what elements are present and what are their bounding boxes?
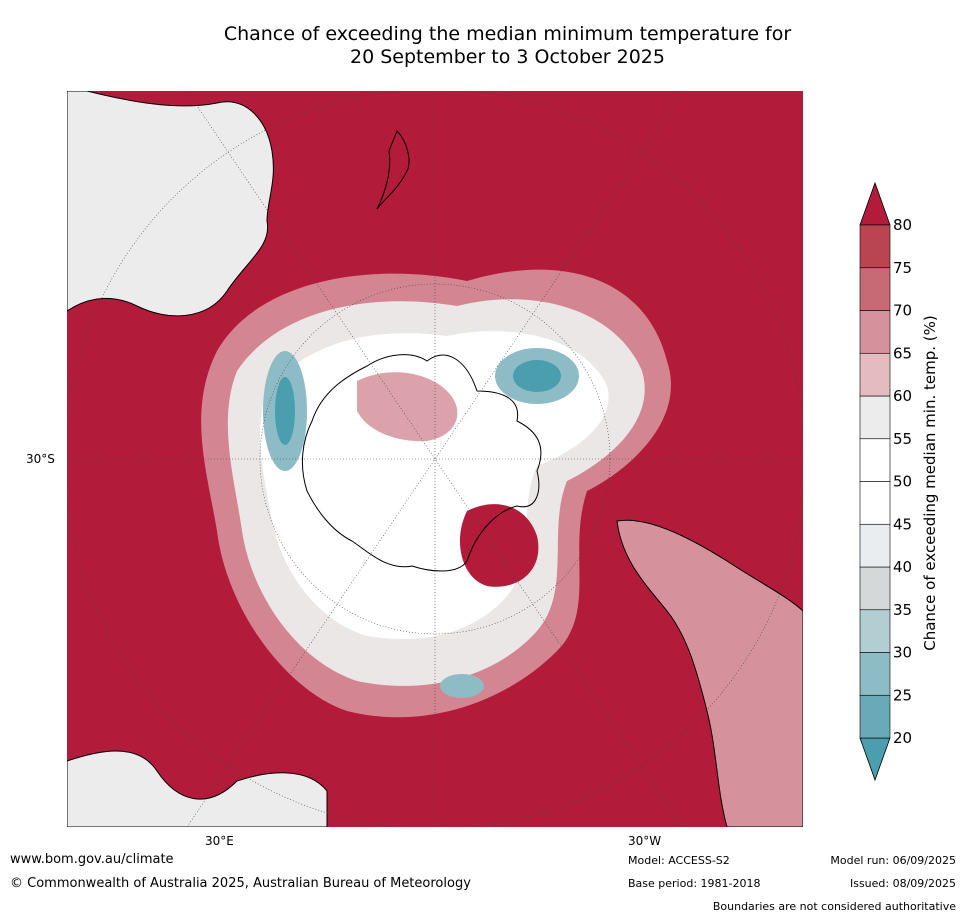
below-median-patch — [275, 377, 295, 445]
colorbar-cell — [859, 609, 891, 653]
model-text: Model: ACCESS-S2 — [628, 854, 730, 867]
colorbar-tick-label: 20 — [893, 729, 912, 747]
antarctica-coastline — [302, 354, 542, 572]
colorbar-tick-label: 30 — [893, 644, 912, 662]
colorbar-tick-label: 75 — [893, 259, 912, 277]
longitude-label-west: 30°W — [628, 834, 662, 848]
colorbar-tick-label: 60 — [893, 387, 912, 405]
model-run-text: Model run: 06/09/2025 — [830, 854, 956, 867]
colorbar-cell — [859, 566, 891, 611]
disclaimer-text: Boundaries are not considered authoritat… — [712, 900, 956, 913]
colorbar: 20 25 30 35 40 45 50 55 60 65 70 75 80 — [859, 181, 912, 782]
graticule — [67, 91, 803, 827]
colorbar-tick-label: 55 — [893, 430, 912, 448]
above-median-wedge — [459, 504, 539, 587]
antarctica-warm-patch — [357, 372, 458, 442]
map-title-line-1: Chance of exceeding the median minimum t… — [223, 23, 792, 45]
below-median-patch — [513, 360, 561, 392]
colorbar-tick-label: 50 — [893, 473, 912, 491]
longitude-label-east: 30°E — [205, 834, 234, 848]
colorbar-cell — [859, 395, 891, 440]
colorbar-tick-label: 40 — [893, 558, 912, 576]
below-median-patch — [440, 674, 484, 698]
south-america-coastline — [616, 519, 803, 827]
colorbar-cell — [859, 267, 891, 311]
colorbar-tick-label: 25 — [893, 686, 912, 704]
colorbar-tick-label: 45 — [893, 515, 912, 533]
colorbar-cell — [859, 310, 891, 354]
colorbar-extension-high — [859, 181, 891, 226]
africa-coastline — [67, 750, 328, 827]
colorbar-cell — [859, 224, 891, 269]
colorbar-cell — [859, 694, 891, 739]
issued-text: Issued: 08/09/2025 — [849, 877, 956, 890]
colorbar-tick-label: 35 — [893, 601, 912, 619]
australia-coastline — [67, 91, 274, 317]
colorbar-cell — [859, 352, 891, 397]
colorbar-tick-label: 70 — [893, 302, 912, 320]
colorbar-label: Chance of exceeding median min. temp. (%… — [921, 315, 939, 651]
map-title-line-2: 20 September to 3 October 2025 — [350, 46, 665, 68]
copyright-text: © Commonwealth of Australia 2025, Austra… — [10, 876, 471, 891]
colorbar-cell — [859, 652, 891, 696]
colorbar-cell — [859, 438, 891, 482]
colorbar-extension-low — [859, 737, 891, 782]
base-period-text: Base period: 1981-2018 — [628, 877, 761, 890]
colorbar-tick-label: 80 — [893, 216, 912, 234]
colorbar-cell — [859, 523, 891, 568]
website-link[interactable]: www.bom.gov.au/climate — [10, 852, 174, 867]
colorbar-tick-label: 65 — [893, 344, 912, 362]
latitude-label: 30°S — [26, 452, 55, 466]
new-zealand-coastline — [376, 130, 410, 210]
colorbar-cell — [859, 481, 891, 525]
probability-map — [67, 91, 803, 827]
